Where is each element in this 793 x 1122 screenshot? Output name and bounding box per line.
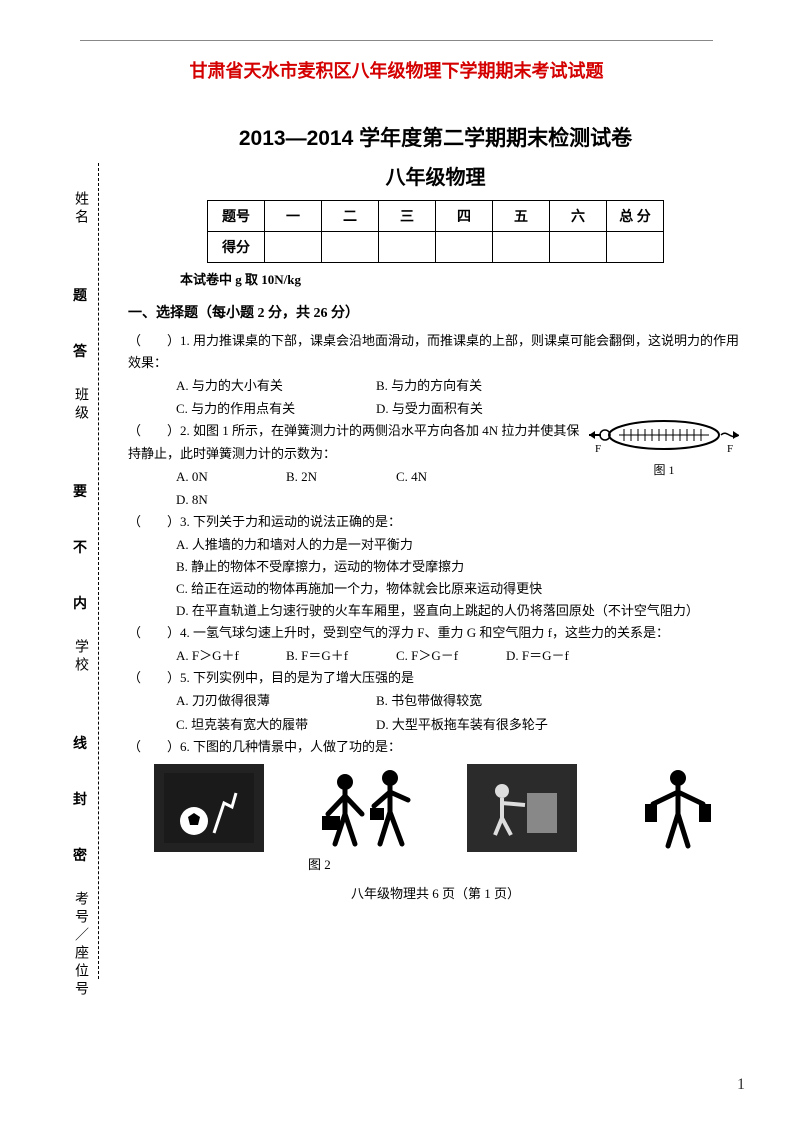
score-cell (436, 231, 493, 262)
q3-stem: （ ）3. 下列关于力和运动的说法正确的是： (128, 511, 743, 533)
th: 一 (265, 200, 322, 231)
g-note: 本试卷中 g 取 10N/kg (180, 269, 743, 288)
binding-column: 姓名 题 答 班级 要 不 内 学校 线 封 密 考号／座位号 (40, 123, 120, 1039)
q5-optC: C. 坦克装有宽大的履带 (176, 713, 376, 736)
score-cell (322, 231, 379, 262)
q5-optB: B. 书包带做得较宽 (376, 689, 576, 712)
exam-subtitle: 八年级物理 (128, 161, 743, 190)
main-column: 2013—2014 学年度第二学期期末检测试卷 八年级物理 题号 一 二 三 四… (120, 123, 753, 1039)
q2-optB: B. 2N (286, 465, 396, 488)
q2-row: （ ）2. 如图 1 所示，在弹簧测力计的两侧沿水平方向各加 4N 拉力并使其保… (128, 420, 743, 511)
q3-optD: D. 在平直轨道上匀速行驶的火车车厢里，竖直向上跳起的人仍将落回原处（不计空气阻… (128, 600, 743, 622)
q4-options: A. F＞G＋f B. F＝G＋f C. F＞G－f D. F＝G－f (128, 644, 743, 667)
q4-optC: C. F＞G－f (396, 644, 506, 667)
q5-optD: D. 大型平板拖车装有很多轮子 (376, 713, 576, 736)
fig2-label: 图 2 (128, 854, 743, 873)
seal-char: 密 (73, 845, 87, 865)
th: 二 (322, 200, 379, 231)
exam-page: 甘肃省天水市麦积区八年级物理下学期期末考试试题 姓名 题 答 班级 要 不 内 … (0, 0, 793, 1122)
pushing-icon (477, 773, 567, 843)
q4-stem: （ ）4. 一氢气球匀速上升时，受到空气的浮力 F、重力 G 和空气阻力 f，这… (128, 622, 743, 644)
content-wrap: 姓名 题 答 班级 要 不 内 学校 线 封 密 考号／座位号 2013—201… (40, 123, 753, 1039)
force-label-left: F (595, 443, 601, 455)
score-cell (265, 231, 322, 262)
th: 五 (493, 200, 550, 231)
th: 六 (550, 200, 607, 231)
q1-optA: A. 与力的大小有关 (176, 374, 376, 397)
section-heading: 一、选择题（每小题 2 分，共 26 分） (128, 302, 743, 322)
exam-title: 2013—2014 学年度第二学期期末检测试卷 (128, 123, 743, 155)
seal-char: 封 (73, 789, 87, 809)
q3-optB: B. 静止的物体不受摩擦力，运动的物体才受摩擦力 (128, 556, 743, 578)
row-label: 得分 (208, 231, 265, 262)
q4-optB: B. F＝G＋f (286, 644, 396, 667)
q5-stem: （ ）5. 下列实例中，目的是为了增大压强的是 (128, 667, 743, 689)
seal-dash-line (98, 163, 99, 979)
q1-options: A. 与力的大小有关 B. 与力的方向有关 C. 与力的作用点有关 D. 与受力… (128, 374, 743, 421)
score-cell (379, 231, 436, 262)
class-label: 班级 (70, 387, 90, 423)
q2-optC: C. 4N (396, 465, 506, 488)
q1-optD: D. 与受力面积有关 (376, 397, 576, 420)
seal-char: 内 (73, 593, 87, 613)
th: 题号 (208, 200, 265, 231)
lifting-icon (310, 764, 420, 852)
q6-img-c (467, 764, 577, 852)
seat-label: 考号／座位号 (70, 891, 90, 999)
fig1-label: 图 1 (589, 461, 739, 478)
name-label: 姓名 (70, 191, 90, 227)
table-row: 题号 一 二 三 四 五 六 总 分 (208, 200, 664, 231)
seal-char: 题 (73, 285, 87, 305)
q2-optA: A. 0N (176, 465, 286, 488)
force-label-right: F (727, 443, 733, 455)
seal-char: 不 (73, 537, 87, 557)
score-cell (607, 231, 664, 262)
q3-optC: C. 给正在运动的物体再施加一个力，物体就会比原来运动得更快 (128, 578, 743, 600)
q3-optA: A. 人推墙的力和墙对人的力是一对平衡力 (128, 534, 743, 556)
q6-img-a (154, 764, 264, 852)
q4-optA: A. F＞G＋f (176, 644, 286, 667)
carrying-icon (623, 764, 733, 852)
school-label: 学校 (70, 639, 90, 675)
seal-char: 要 (73, 481, 87, 501)
score-cell (493, 231, 550, 262)
figure-1: F F 图 1 (589, 414, 739, 478)
document-title: 甘肃省天水市麦积区八年级物理下学期期末考试试题 (40, 57, 753, 83)
th: 三 (379, 200, 436, 231)
page-number: 1 (737, 1076, 745, 1094)
top-rule (80, 40, 713, 41)
q1-stem: （ ）1. 用力推课桌的下部，课桌会沿地面滑动，而推课桌的上部，则课桌可能会翻倒… (128, 330, 743, 374)
q5-optA: A. 刀刃做得很薄 (176, 689, 376, 712)
table-row: 得分 (208, 231, 664, 262)
spring-scale-icon: F F (589, 414, 739, 456)
score-cell (550, 231, 607, 262)
th: 总 分 (607, 200, 664, 231)
seal-char: 答 (73, 341, 87, 361)
football-icon (164, 773, 254, 843)
q6-img-b (310, 764, 420, 852)
q5-options: A. 刀刃做得很薄 B. 书包带做得较宽 C. 坦克装有宽大的履带 D. 大型平… (128, 689, 743, 736)
q1-optB: B. 与力的方向有关 (376, 374, 576, 397)
q1-optC: C. 与力的作用点有关 (176, 397, 376, 420)
q4-optD: D. F＝G－f (506, 644, 616, 667)
seal-char: 线 (73, 733, 87, 753)
q6-image-row (128, 758, 743, 852)
q6-img-d (623, 764, 733, 852)
score-table: 题号 一 二 三 四 五 六 总 分 得分 (207, 200, 664, 263)
q6-stem: （ ）6. 下图的几种情景中，人做了功的是： (128, 736, 743, 758)
th: 四 (436, 200, 493, 231)
q2-optD: D. 8N (176, 488, 286, 511)
page-footer: 八年级物理共 6 页（第 1 页） (128, 883, 743, 902)
